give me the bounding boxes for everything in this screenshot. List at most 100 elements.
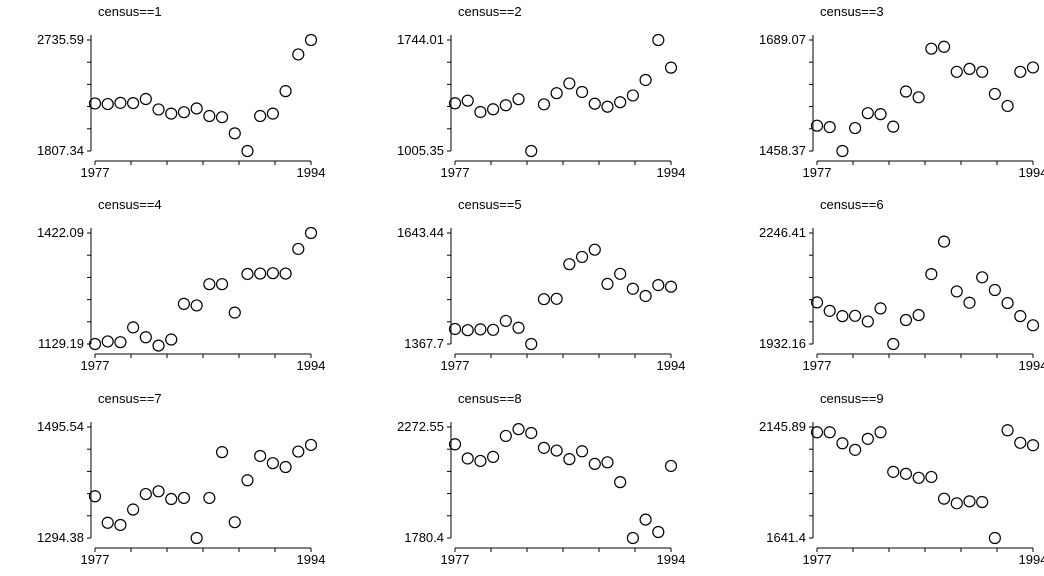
data-point [177,491,191,505]
data-point [810,119,824,132]
data-point [575,85,589,99]
data-point [1001,296,1014,310]
data-point [215,278,229,291]
data-point [601,277,614,290]
data-point [887,337,900,351]
data-point [292,48,305,61]
y-tick-label: 2246.41 [759,225,806,240]
x-tick-label: 1994 [297,165,326,180]
panel-4: census==4 1129.19 1422.09 1977 1994 [37,197,325,373]
x-tick-label: 1994 [657,552,686,567]
data-point [537,293,551,306]
x-tick-label: 1994 [657,358,686,373]
y-tick-label: 1689.07 [759,32,806,47]
data-point [474,323,487,336]
data-point [241,267,254,281]
data-point [912,471,925,484]
data-point [88,490,102,503]
data-point [652,279,665,292]
data-point [664,459,678,473]
data-point [588,243,601,256]
panel-title: census==5 [458,197,522,212]
data-point [550,444,563,457]
data-point [925,470,938,484]
panel-6: census==6 1932.16 2246.41 1977 1994 [759,197,1044,373]
data-point [810,426,824,439]
x-tick-label: 1994 [657,165,686,180]
data-point [127,503,140,516]
data-point [887,120,900,133]
data-point [588,457,601,470]
data-point [823,426,836,439]
data-point [861,315,874,328]
data-point [950,65,963,78]
data-point [177,297,191,311]
panel-title: census==4 [98,197,162,212]
data-point [639,289,652,303]
y-tick-label: 1643.44 [397,225,444,240]
x-tick-label: 1994 [1019,165,1044,180]
data-point [563,77,576,90]
data-point [550,292,563,305]
data-point [474,105,487,119]
data-point [139,331,152,344]
data-point [652,525,665,539]
data-point [614,267,627,280]
x-tick-label: 1977 [803,552,832,567]
data-point [292,445,305,458]
data-point [601,100,614,113]
data-point [912,308,925,322]
data-point [487,450,500,463]
y-tick-label: 1780.4 [404,530,444,545]
data-point [963,296,976,309]
data-point [165,107,178,120]
data-point [88,337,102,351]
data-point [487,323,500,336]
data-point [101,516,114,529]
data-point [152,103,165,116]
data-point [139,92,152,106]
data-point [279,460,292,474]
data-point [963,62,976,76]
y-tick-label: 1294.38 [37,530,84,545]
data-point [448,97,462,110]
data-point [601,456,614,469]
data-point [254,449,267,463]
panel-9: census==9 1641.4 2145.89 1977 1994 [759,391,1044,567]
data-point [241,474,254,487]
data-point [988,531,1001,545]
data-point [823,121,836,134]
data-point [101,335,114,348]
data-point [937,40,951,53]
data-point [899,85,913,98]
panel-5: census==5 1367.7 1643.44 1977 1994 [397,197,685,373]
data-point [563,258,576,271]
data-point [304,33,318,47]
data-point [664,280,678,293]
data-point [836,310,849,323]
data-point [152,485,165,498]
data-point [652,33,665,47]
data-point [190,299,203,312]
data-point [266,267,279,280]
y-tick-label: 1458.37 [759,143,806,158]
x-tick-label: 1977 [441,165,470,180]
data-point [1014,436,1027,449]
data-point [925,42,938,55]
data-point [810,296,824,309]
data-point [254,267,267,280]
data-point [525,144,538,158]
data-point [614,476,627,489]
panel-title: census==8 [458,391,522,406]
data-point [1014,65,1027,78]
data-point [899,467,913,480]
data-point [874,426,887,439]
data-point [950,497,963,510]
data-point [849,443,862,456]
data-point [836,144,849,158]
data-point [114,518,127,532]
data-point [1014,310,1027,323]
data-point [461,324,474,337]
data-point [203,109,216,123]
data-point [114,96,127,109]
